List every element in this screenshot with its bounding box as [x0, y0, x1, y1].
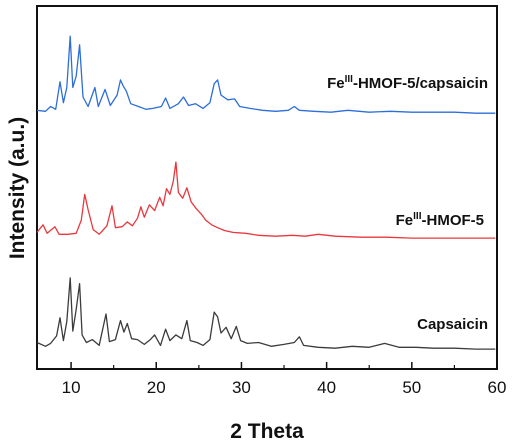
- series-label-1: FeIII-HMOF-5: [396, 211, 484, 229]
- series-label-0: Capsaicin: [417, 316, 488, 333]
- x-axis-title: 2 Theta: [230, 420, 304, 443]
- x-axis-tick-labels: 10 20 30 40 50 60: [62, 378, 507, 397]
- series-lines: [36, 35, 496, 350]
- x-tick-label: 30: [232, 378, 251, 397]
- y-axis-title: Intensity (a.u.): [6, 117, 29, 259]
- series-labels: Capsaicin FeIII-HMOF-5 FeIII-HMOF-5/capsai…: [327, 74, 488, 333]
- x-tick-label: 10: [62, 378, 81, 397]
- x-tick-label: 60: [488, 378, 507, 397]
- series-label-2: FeIII-HMOF-5/capsaicin: [327, 74, 488, 92]
- series-line-1: [36, 161, 496, 239]
- series-line-2: [36, 35, 496, 114]
- series-line-0: [36, 277, 496, 350]
- plot-frame: [36, 5, 498, 370]
- x-tick-label: 40: [317, 378, 336, 397]
- x-tick-label: 50: [402, 378, 421, 397]
- x-axis-ticks: [70, 362, 498, 369]
- x-tick-label: 20: [147, 378, 166, 397]
